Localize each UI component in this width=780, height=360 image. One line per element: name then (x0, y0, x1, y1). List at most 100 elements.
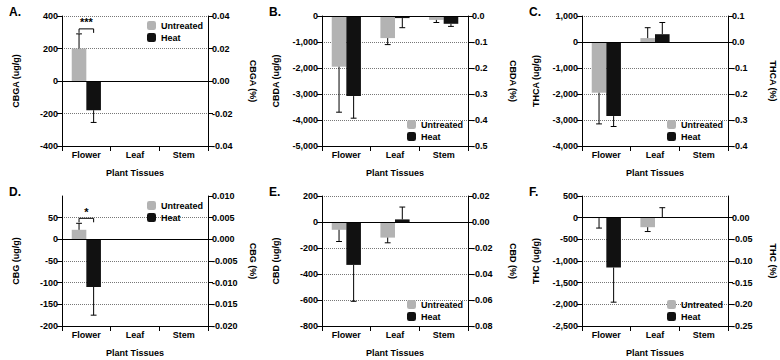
svg-text:-0.010: -0.010 (212, 278, 238, 288)
svg-text:-0.10: -0.10 (732, 256, 753, 266)
svg-text:Flower: Flower (72, 330, 102, 340)
svg-text:50: 50 (48, 213, 58, 223)
svg-text:-2,000: -2,000 (552, 89, 578, 99)
svg-text:Stem: Stem (433, 330, 455, 340)
svg-text:D.: D. (9, 185, 21, 199)
svg-text:-0.2: -0.2 (472, 63, 488, 73)
svg-text:0.000: 0.000 (212, 234, 235, 244)
svg-text:***: *** (80, 16, 94, 28)
svg-text:Plant Tissues: Plant Tissues (366, 168, 424, 178)
svg-text:-0.02: -0.02 (212, 109, 233, 119)
svg-text:Leaf: Leaf (646, 330, 666, 340)
svg-text:-2,000: -2,000 (292, 63, 318, 73)
svg-text:Untreated: Untreated (161, 21, 203, 31)
svg-text:-200: -200 (300, 243, 318, 253)
svg-text:0: 0 (573, 37, 578, 47)
svg-text:0: 0 (313, 11, 318, 21)
svg-text:-200: -200 (40, 321, 58, 331)
svg-text:Flower: Flower (332, 150, 362, 160)
svg-text:500: 500 (563, 191, 578, 201)
svg-text:0.0: 0.0 (732, 37, 745, 47)
svg-text:0: 0 (313, 217, 318, 227)
svg-text:-50: -50 (45, 256, 58, 266)
svg-text:Leaf: Leaf (386, 330, 406, 340)
svg-text:200: 200 (303, 191, 318, 201)
svg-text:Untreated: Untreated (681, 300, 723, 310)
svg-text:-0.4: -0.4 (732, 141, 748, 151)
svg-text:Untreated: Untreated (421, 120, 463, 130)
svg-text:-0.04: -0.04 (472, 269, 493, 279)
svg-text:Leaf: Leaf (126, 150, 146, 160)
svg-text:-400: -400 (300, 269, 318, 279)
svg-text:0.00: 0.00 (732, 213, 750, 223)
svg-text:400: 400 (43, 11, 58, 21)
svg-text:Heat: Heat (421, 132, 441, 142)
svg-text:0.010: 0.010 (212, 191, 235, 201)
svg-text:Stem: Stem (693, 150, 715, 160)
svg-text:Untreated: Untreated (421, 300, 463, 310)
svg-text:-800: -800 (300, 321, 318, 331)
svg-text:-3,000: -3,000 (552, 115, 578, 125)
svg-text:-0.4: -0.4 (472, 115, 488, 125)
svg-text:0: 0 (53, 76, 58, 86)
svg-text:CBDA (ug/g): CBDA (ug/g) (271, 54, 281, 107)
svg-text:Flower: Flower (592, 330, 622, 340)
svg-text:0.00: 0.00 (212, 76, 230, 86)
svg-text:Flower: Flower (72, 150, 102, 160)
svg-text:Plant Tissues: Plant Tissues (106, 348, 164, 358)
svg-text:CBGA (%): CBGA (%) (248, 60, 258, 103)
svg-text:Leaf: Leaf (126, 330, 146, 340)
svg-text:-4,000: -4,000 (552, 141, 578, 151)
svg-text:Stem: Stem (693, 330, 715, 340)
svg-text:CBD (ug/g): CBD (ug/g) (271, 238, 281, 285)
svg-text:F.: F. (529, 185, 538, 199)
svg-text:CBG (ug/g): CBG (ug/g) (11, 237, 21, 285)
svg-text:-5,000: -5,000 (292, 141, 318, 151)
svg-text:THC (%): THC (%) (768, 244, 778, 279)
svg-text:0.02: 0.02 (212, 44, 230, 54)
svg-text:Heat: Heat (161, 33, 181, 43)
svg-text:CBD (%): CBD (%) (508, 243, 518, 279)
svg-text:Heat: Heat (161, 213, 181, 223)
svg-text:-0.015: -0.015 (212, 299, 238, 309)
svg-text:-0.25: -0.25 (732, 321, 753, 331)
svg-text:-0.3: -0.3 (732, 115, 748, 125)
svg-text:E.: E. (269, 185, 280, 199)
svg-text:Stem: Stem (433, 150, 455, 160)
svg-text:-0.06: -0.06 (472, 295, 493, 305)
svg-text:-1,000: -1,000 (552, 256, 578, 266)
svg-text:0.005: 0.005 (212, 213, 235, 223)
svg-text:-500: -500 (560, 234, 578, 244)
svg-text:-1,000: -1,000 (292, 37, 318, 47)
svg-text:Flower: Flower (332, 330, 362, 340)
svg-text:THC (ug/g): THC (ug/g) (531, 238, 541, 284)
svg-text:0.0: 0.0 (472, 11, 485, 21)
svg-text:-100: -100 (40, 278, 58, 288)
svg-text:THCA (ug/g): THCA (ug/g) (531, 55, 541, 107)
svg-text:B.: B. (269, 5, 281, 19)
svg-text:0: 0 (573, 213, 578, 223)
svg-text:-0.04: -0.04 (212, 141, 233, 151)
svg-text:0.02: 0.02 (472, 191, 490, 201)
svg-text:-400: -400 (40, 141, 58, 151)
svg-text:-0.05: -0.05 (732, 234, 753, 244)
svg-text:Heat: Heat (681, 132, 701, 142)
svg-text:C.: C. (529, 5, 541, 19)
svg-text:A.: A. (9, 5, 21, 19)
svg-text:-0.3: -0.3 (472, 89, 488, 99)
svg-text:-0.08: -0.08 (472, 321, 493, 331)
svg-text:-3,000: -3,000 (292, 89, 318, 99)
svg-text:-2,000: -2,000 (552, 299, 578, 309)
svg-text:Untreated: Untreated (681, 120, 723, 130)
svg-text:Plant Tissues: Plant Tissues (626, 348, 684, 358)
svg-text:-4,000: -4,000 (292, 115, 318, 125)
svg-text:Plant Tissues: Plant Tissues (106, 168, 164, 178)
svg-text:Untreated: Untreated (161, 201, 203, 211)
svg-text:Heat: Heat (681, 312, 701, 322)
svg-text:Stem: Stem (173, 330, 195, 340)
svg-text:-0.1: -0.1 (732, 63, 748, 73)
svg-text:-0.15: -0.15 (732, 278, 753, 288)
svg-text:-200: -200 (40, 109, 58, 119)
svg-text:Heat: Heat (421, 312, 441, 322)
svg-text:-2,500: -2,500 (552, 321, 578, 331)
